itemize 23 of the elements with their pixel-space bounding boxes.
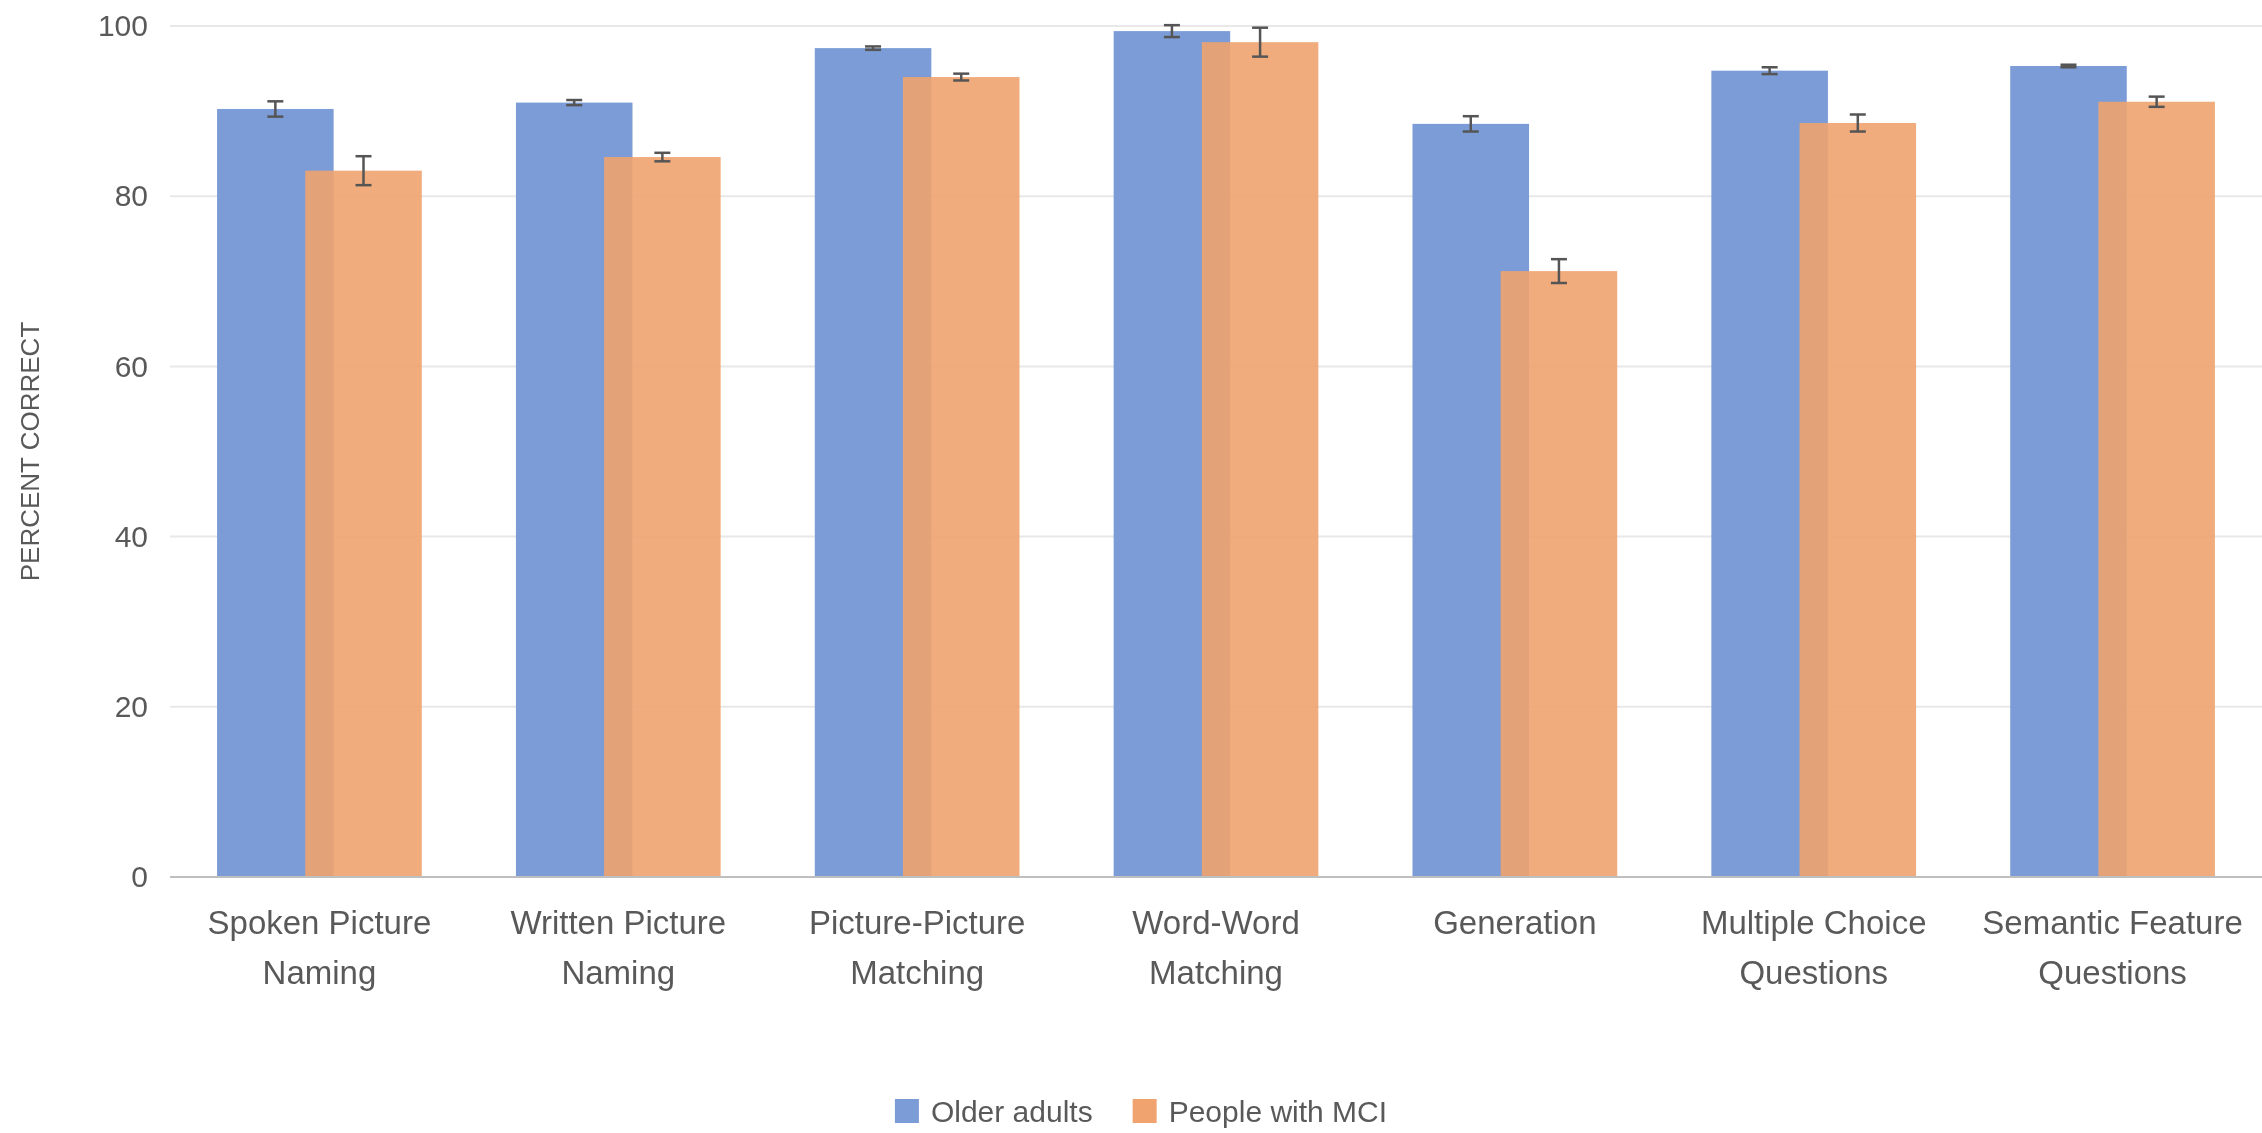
y-tick-label: 0	[131, 860, 148, 894]
bar	[1799, 123, 1917, 877]
bar	[1201, 42, 1319, 877]
x-tick-label: Picture-Picture Matching	[808, 904, 1026, 991]
legend-label: Older adults	[930, 1094, 1093, 1128]
bar	[1500, 271, 1618, 877]
legend-label: People with MCI	[1168, 1094, 1388, 1128]
bar	[305, 170, 422, 877]
x-tick-label: Multiple Choice Questions	[1700, 904, 1927, 991]
x-tick-label: Semantic Feature Questions	[1982, 904, 2243, 991]
y-tick-label: 100	[97, 9, 148, 43]
x-tick-label: Generation	[1433, 904, 1597, 941]
bar	[902, 77, 1020, 877]
y-tick-label: 60	[114, 349, 148, 383]
y-tick-label: 20	[114, 689, 148, 723]
bar	[604, 157, 721, 877]
x-tick-label: Written Picture Naming	[510, 904, 727, 991]
y-axis-title: PERCENT CORRECT	[14, 321, 45, 582]
bar	[2098, 101, 2215, 877]
y-tick-label: 40	[114, 519, 148, 553]
y-tick-label: 80	[114, 179, 148, 213]
x-tick-label: Spoken Picture Naming	[207, 904, 432, 991]
x-tick-label: Word-Word Matching	[1132, 904, 1300, 991]
